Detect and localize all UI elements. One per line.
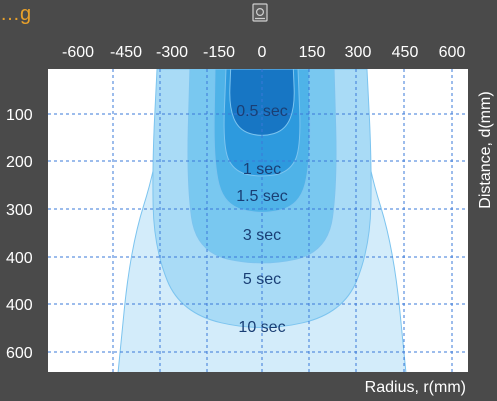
y-tick-label: 400 (6, 297, 33, 314)
header-text: …g (0, 3, 31, 25)
y-tick-label: 600 (6, 345, 33, 362)
zone-label: 1 sec (243, 161, 281, 178)
zone-label: 3 sec (243, 227, 281, 244)
y-tick-label: 100 (6, 107, 33, 124)
x-tick-label: -150 (203, 44, 235, 61)
x-tick-label: 300 (345, 44, 372, 61)
grid (48, 69, 468, 372)
zone-label: 1.5 sec (236, 188, 288, 205)
y-tick-label: 300 (6, 202, 33, 219)
zone-label: 0.5 sec (236, 103, 288, 120)
x-tick-label: 0 (258, 44, 267, 61)
sensor-icon (252, 3, 268, 22)
x-tick-label: 600 (439, 44, 466, 61)
y-tick-label: 200 (6, 154, 33, 171)
y-ticks: 100 200 300 400 400 600 (6, 107, 33, 362)
x-tick-label: -450 (110, 44, 142, 61)
zone-6 (229, 69, 295, 136)
x-tick-label: -300 (156, 44, 188, 61)
x-axis-title: Radius, r(mm) (365, 379, 466, 396)
zone-labels: 0.5 sec 1 sec 1.5 sec 3 sec 5 sec 10 sec (236, 103, 288, 336)
zone-label: 10 sec (238, 319, 285, 336)
zone-label: 5 sec (243, 271, 281, 288)
y-axis-title: Distance, d(mm) (477, 91, 494, 208)
y-tick-label: 400 (6, 250, 33, 267)
x-tick-label: 150 (299, 44, 326, 61)
x-tick-label: 450 (392, 44, 419, 61)
x-ticks: -600 -450 -300 -150 0 150 300 450 600 (62, 44, 465, 61)
x-tick-label: -600 (62, 44, 94, 61)
